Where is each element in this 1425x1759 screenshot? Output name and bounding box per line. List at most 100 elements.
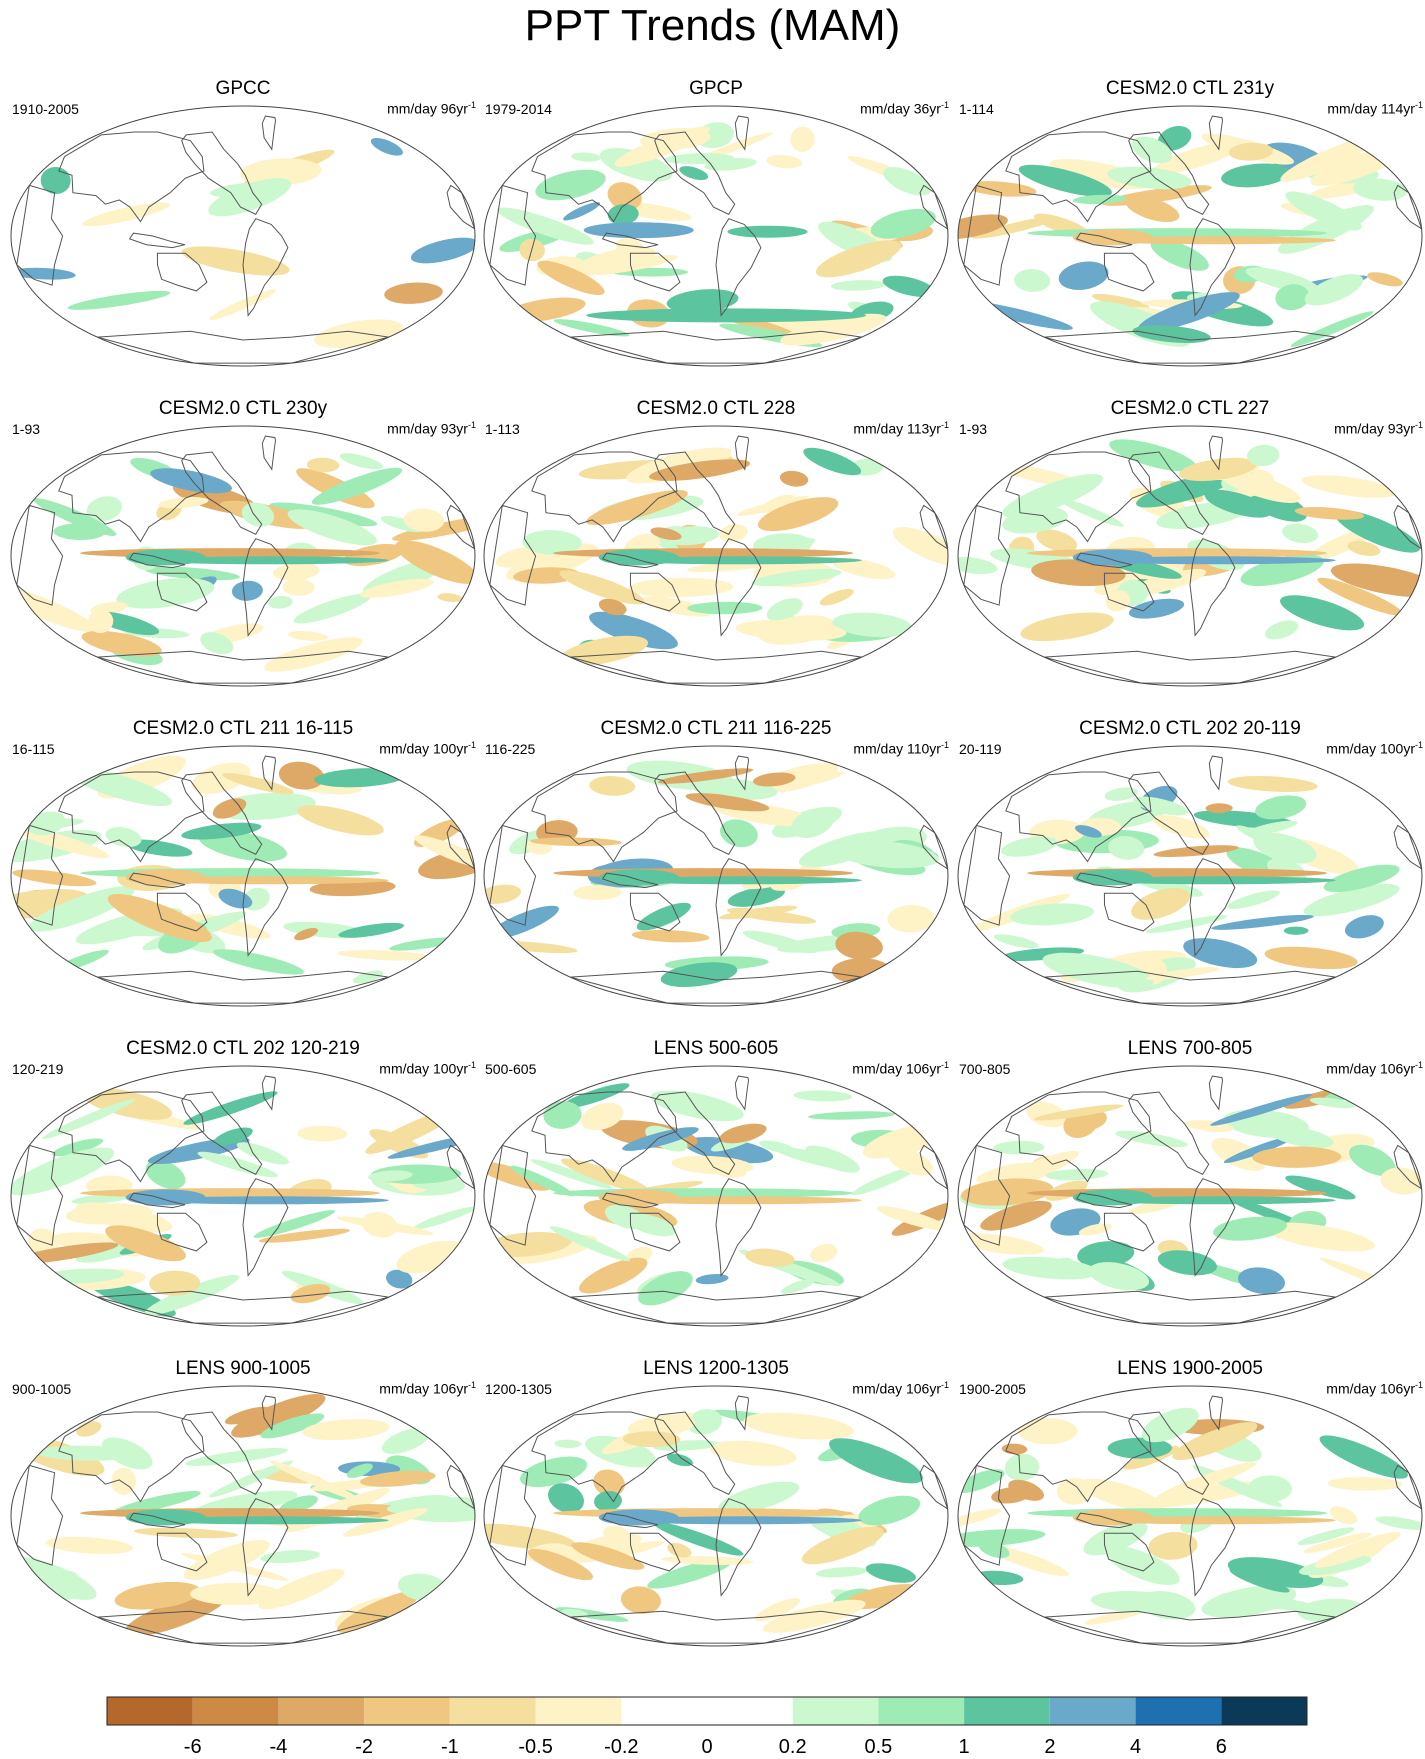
trend-patch: [1255, 795, 1307, 820]
panel-period: 1-113: [485, 421, 520, 437]
north-america-coastline: [181, 1091, 263, 1175]
trend-patch: [381, 1427, 431, 1454]
world-map: [10, 745, 476, 1007]
trend-patch: [1133, 796, 1189, 816]
indonesia-coastline: [601, 232, 659, 249]
trend-patch: [33, 498, 117, 536]
trend-patch: [993, 1140, 1045, 1155]
trend-patch: [831, 557, 896, 580]
north-america-coastline: [654, 771, 736, 855]
trend-patch: [112, 1491, 201, 1515]
world-map: [483, 745, 949, 1007]
colorbar-box: [878, 1697, 965, 1725]
trend-patch: [778, 771, 845, 790]
indonesia-coastline: [601, 552, 659, 569]
colorbar: -6 -4 -2 -1 -0.5 -0.2 0 0.2 0.5 1 2 4 6: [106, 1696, 1308, 1758]
trend-patch: [687, 601, 763, 615]
eurasia-coastline: [58, 771, 205, 863]
trend-patch: [835, 931, 883, 960]
trend-patch: [1095, 1516, 1336, 1525]
antarctica-coastline: [570, 970, 862, 1004]
antarctica-coastline: [97, 970, 389, 1004]
trend-patch: [1042, 952, 1154, 989]
indonesia-coastline: [601, 1192, 659, 1209]
trend-patch: [1078, 1223, 1112, 1236]
panel-units: mm/day 110yr-1: [853, 740, 949, 757]
antarctica-coastline: [1044, 1290, 1336, 1324]
trend-patch: [883, 167, 932, 196]
north-america-coastline: [1128, 1091, 1210, 1175]
trend-patch: [1204, 489, 1272, 518]
map-frame: [10, 1385, 476, 1647]
trend-patch: [183, 1091, 278, 1125]
map-frame: [483, 1385, 949, 1647]
panel-period: 500-605: [485, 1061, 537, 1077]
indonesia-coastline: [1075, 232, 1133, 249]
greenland-coastline: [734, 435, 750, 471]
trend-patch: [1213, 1216, 1287, 1241]
map-frame: [483, 425, 949, 687]
trend-patch: [1228, 142, 1274, 161]
colorbar-label: -4: [270, 1736, 288, 1758]
africa-coastline: [16, 1464, 64, 1566]
trend-patch: [1329, 1506, 1358, 1525]
trend-patch: [311, 467, 403, 505]
trend-patch: [1148, 1531, 1198, 1560]
colorbar-box: [192, 1697, 279, 1725]
australia-coastline: [629, 892, 681, 932]
north-america-coastline: [1128, 131, 1210, 215]
greenland-coastline: [734, 1395, 750, 1431]
trend-patch: [980, 1200, 1052, 1231]
trend-patch: [352, 970, 383, 984]
trend-patch: [742, 930, 818, 954]
colorbar-box: [792, 1697, 879, 1725]
map-frame: [957, 105, 1423, 367]
colorbar-outline: [106, 1696, 1308, 1726]
trend-patch: [876, 1206, 948, 1231]
trend-patch: [636, 902, 691, 931]
trend-patch: [563, 202, 601, 221]
trend-patch: [640, 128, 711, 151]
colorbar-label: 2: [1044, 1736, 1055, 1758]
australia-coastline: [1103, 892, 1155, 932]
trend-patch: [336, 1216, 434, 1236]
trend-patch: [386, 1269, 413, 1289]
trend-patch: [360, 1470, 436, 1487]
antarctica-coastline: [1044, 330, 1336, 364]
map-panel: CESM2.0 CTL 227 1-93 mm/day 93yr-1: [955, 398, 1425, 698]
trend-patch: [484, 884, 522, 904]
north-america-coastline: [654, 131, 736, 215]
trend-patch: [258, 1228, 350, 1243]
colorbar-box: [364, 1697, 450, 1725]
trend-patch: [779, 470, 809, 487]
trend-patch: [622, 1431, 681, 1448]
trend-patch: [1150, 239, 1209, 271]
trend-patch: [751, 568, 842, 587]
trend-patch: [260, 1550, 321, 1564]
trend-patch: [684, 1136, 774, 1164]
trend-patch: [766, 598, 803, 622]
trend-patch: [370, 137, 403, 156]
trend-patch: [1036, 529, 1078, 552]
trend-patch: [181, 822, 262, 840]
trend-patch: [1269, 1126, 1334, 1148]
trend-patch: [735, 619, 847, 641]
trend-patch: [580, 1102, 624, 1131]
map-panel: CESM2.0 CTL 231y 1-114 mm/day 114yr-1: [955, 78, 1425, 378]
trend-patch: [148, 556, 389, 565]
map-frame: [10, 1065, 476, 1327]
map-frame: [10, 425, 476, 687]
trend-patch: [314, 768, 406, 788]
colorbar-label: -1: [441, 1736, 459, 1758]
trend-patch: [543, 1101, 582, 1129]
trend-patch: [1334, 510, 1421, 553]
south-america-coastline: [242, 858, 289, 957]
trend-patch: [181, 246, 290, 276]
trend-patch: [522, 530, 582, 555]
north-america-coastline: [1128, 771, 1210, 855]
africa-coastline: [16, 1144, 64, 1246]
trend-patch: [1304, 274, 1364, 306]
trend-patch: [1309, 1097, 1356, 1109]
eurasia-coastline: [58, 1091, 205, 1183]
africa-coastline: [963, 184, 1011, 286]
